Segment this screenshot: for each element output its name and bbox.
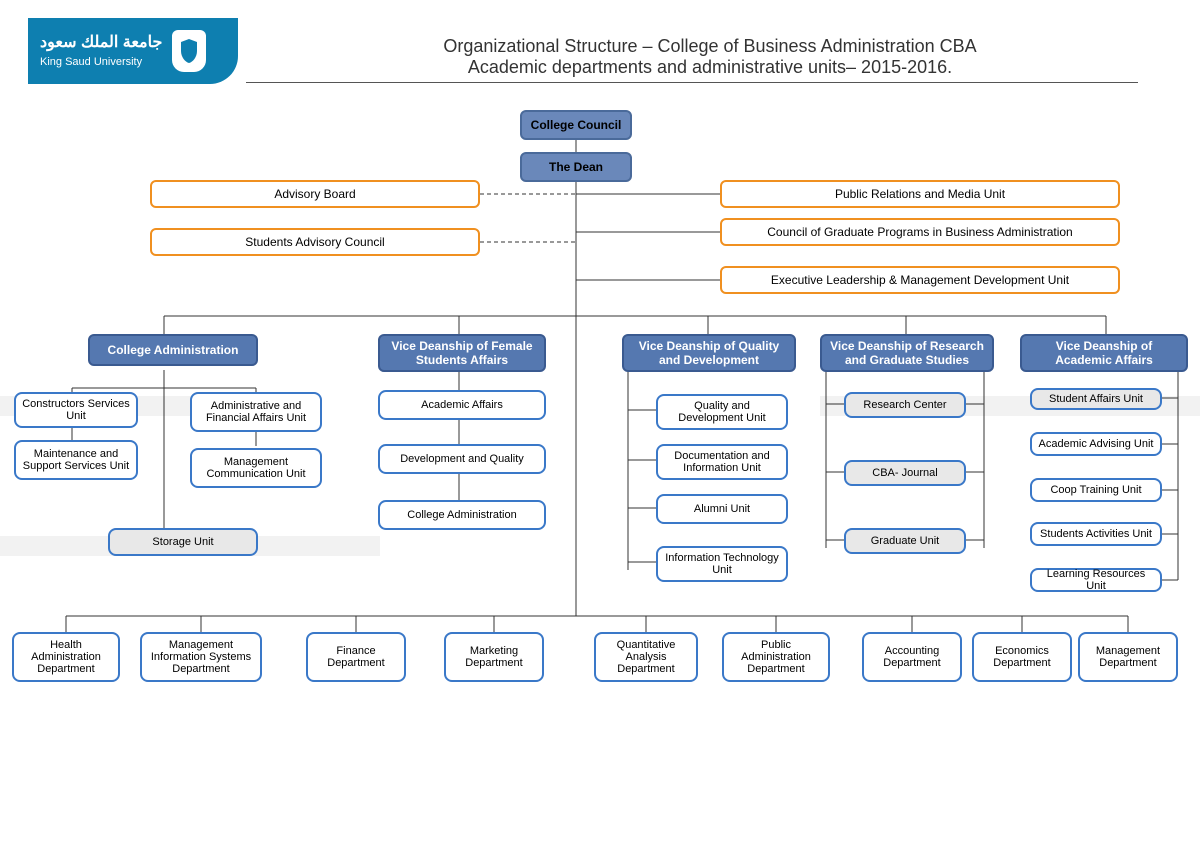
maintenance-unit-box: Maintenance and Support Services Unit	[14, 440, 138, 480]
title-line-2: Academic departments and administrative …	[280, 57, 1140, 78]
graduate-unit-box: Graduate Unit	[844, 528, 966, 554]
council-grad-programs-box: Council of Graduate Programs in Business…	[720, 218, 1120, 246]
development-quality-unit-box: Development and Quality	[378, 444, 546, 474]
student-affairs-unit-box: Student Affairs Unit	[1030, 388, 1162, 410]
marketing-dept-box: Marketing Department	[444, 632, 544, 682]
ksu-logo: جامعة الملك سعود King Saud University	[28, 18, 238, 84]
constructors-unit-box: Constructors Services Unit	[14, 392, 138, 428]
academic-advising-unit-box: Academic Advising Unit	[1030, 432, 1162, 456]
advisory-board-box: Advisory Board	[150, 180, 480, 208]
title-line-1: Organizational Structure – College of Bu…	[280, 36, 1140, 57]
management-dept-box: Management Department	[1078, 632, 1178, 682]
public-relations-box: Public Relations and Media Unit	[720, 180, 1120, 208]
academic-affairs-unit-box: Academic Affairs	[378, 390, 546, 420]
logo-arabic: جامعة الملك سعود	[40, 32, 162, 54]
students-activities-unit-box: Students Activities Unit	[1030, 522, 1162, 546]
documentation-unit-box: Documentation and Information Unit	[656, 444, 788, 480]
exec-leadership-box: Executive Leadership & Management Develo…	[720, 266, 1120, 294]
economics-dept-box: Economics Department	[972, 632, 1072, 682]
college-admin-unit-box: College Administration	[378, 500, 546, 530]
vice-deanship-female-box: Vice Deanship of Female Students Affairs	[378, 334, 546, 372]
vice-deanship-academic-box: Vice Deanship of Academic Affairs	[1020, 334, 1188, 372]
vice-deanship-quality-box: Vice Deanship of Quality and Development	[622, 334, 796, 372]
coop-training-unit-box: Coop Training Unit	[1030, 478, 1162, 502]
college-administration-box: College Administration	[88, 334, 258, 366]
logo-english: King Saud University	[40, 55, 162, 70]
learning-resources-unit-box: Learning Resources Unit	[1030, 568, 1162, 592]
logo-shield-icon	[172, 30, 206, 72]
title-underline	[246, 82, 1138, 83]
vice-deanship-research-box: Vice Deanship of Research and Graduate S…	[820, 334, 994, 372]
mgmt-comm-unit-box: Management Communication Unit	[190, 448, 322, 488]
mis-dept-box: Management Information Systems Departmen…	[140, 632, 262, 682]
students-advisory-box: Students Advisory Council	[150, 228, 480, 256]
storage-unit-box: Storage Unit	[108, 528, 258, 556]
college-council-box: College Council	[520, 110, 632, 140]
finance-dept-box: Finance Department	[306, 632, 406, 682]
health-dept-box: Health Administration Department	[12, 632, 120, 682]
accounting-dept-box: Accounting Department	[862, 632, 962, 682]
quality-dev-unit-box: Quality and Development Unit	[656, 394, 788, 430]
dean-box: The Dean	[520, 152, 632, 182]
research-center-box: Research Center	[844, 392, 966, 418]
admin-financial-unit-box: Administrative and Financial Affairs Uni…	[190, 392, 322, 432]
it-unit-box: Information Technology Unit	[656, 546, 788, 582]
alumni-unit-box: Alumni Unit	[656, 494, 788, 524]
quantitative-dept-box: Quantitative Analysis Department	[594, 632, 698, 682]
public-admin-dept-box: Public Administration Department	[722, 632, 830, 682]
page-title: Organizational Structure – College of Bu…	[280, 36, 1140, 78]
logo-text: جامعة الملك سعود King Saud University	[40, 32, 162, 70]
cba-journal-box: CBA- Journal	[844, 460, 966, 486]
